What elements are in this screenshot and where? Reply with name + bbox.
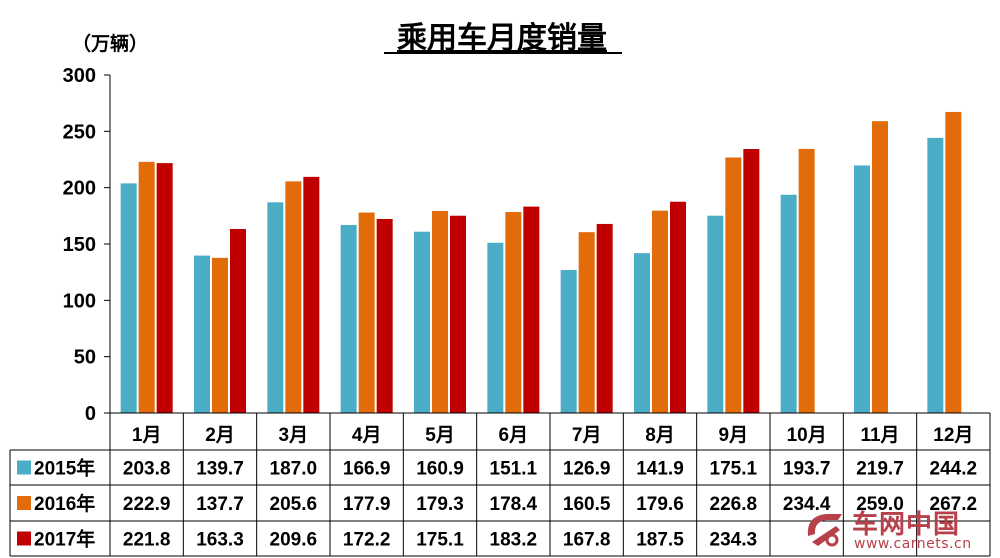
data-label: 160.9 (416, 459, 464, 480)
data-label: 226.8 (710, 494, 758, 515)
bar-2016年-4月 (358, 212, 375, 413)
x-category-label: 3月 (279, 425, 309, 446)
data-label: 167.8 (563, 530, 611, 551)
bar-2015年-3月 (267, 202, 284, 413)
data-label: 219.7 (856, 459, 904, 480)
bar-2015年-2月 (194, 255, 210, 413)
data-label: 179.3 (416, 494, 464, 515)
bar-2015年-1月 (120, 183, 137, 413)
legend-swatch-2016年 (17, 496, 31, 510)
bar-2017年-5月 (450, 215, 466, 413)
bar-2016年-3月 (285, 181, 302, 413)
bar-2017年-8月 (670, 201, 686, 413)
data-label: 244.2 (930, 459, 978, 480)
chart-title: 乘用车月度销量 (397, 21, 607, 55)
y-tick-label: 300 (63, 65, 96, 87)
data-label: 193.7 (783, 459, 831, 480)
x-category-label: 7月 (572, 425, 602, 446)
x-category-label: 1月 (132, 425, 162, 446)
data-label: 172.2 (343, 530, 391, 551)
data-label: 126.9 (563, 459, 611, 480)
bar-2016年-5月 (432, 210, 448, 413)
watermark-url: www.carnets.cn (854, 536, 972, 552)
data-label: 183.2 (490, 530, 538, 551)
data-label: 221.8 (123, 530, 171, 551)
legend-label-2015年: 2015年 (34, 457, 95, 480)
bar-2016年-8月 (652, 210, 668, 413)
bar-2016年-11月 (872, 121, 888, 414)
bar-2017年-2月 (230, 229, 246, 413)
y-tick-label: 150 (63, 234, 96, 256)
y-tick-label: 200 (63, 178, 96, 200)
data-label: 203.8 (123, 459, 171, 480)
x-category-label: 12月 (933, 425, 973, 446)
y-tick-label: 100 (63, 290, 96, 312)
bar-2015年-4月 (340, 224, 357, 413)
bar-2017年-9月 (743, 149, 760, 413)
bar-2016年-7月 (578, 232, 595, 413)
bar-2016年-6月 (505, 212, 522, 413)
bar-2016年-10月 (798, 148, 815, 413)
x-category-label: 6月 (499, 425, 529, 446)
data-label: 139.7 (196, 459, 244, 480)
data-label: 267.2 (930, 494, 978, 515)
data-label: 187.0 (270, 459, 318, 480)
legend-swatch-2015年 (17, 460, 31, 475)
x-category-label: 2月 (205, 425, 235, 446)
bar-2017年-3月 (303, 176, 320, 413)
bar-2015年-10月 (780, 194, 797, 413)
bar-2015年-9月 (707, 215, 724, 413)
bar-2016年-9月 (725, 157, 742, 413)
bar-2016年-2月 (212, 257, 228, 413)
y-unit-label: （万辆） (72, 32, 148, 55)
data-label: 209.6 (270, 530, 318, 551)
data-label: 178.4 (490, 494, 538, 515)
data-label: 259.0 (856, 494, 904, 515)
x-category-label: 9月 (719, 425, 749, 446)
x-category-label: 5月 (425, 425, 455, 446)
data-label: 175.1 (710, 459, 758, 480)
bar-2015年-8月 (634, 253, 650, 413)
data-label: 187.5 (636, 530, 684, 551)
bar-2016年-12月 (945, 111, 962, 414)
y-tick-label: 0 (85, 403, 96, 425)
data-label: 222.9 (123, 494, 171, 515)
data-label: 234.4 (783, 494, 831, 515)
data-label: 179.6 (636, 494, 684, 515)
bar-2015年-6月 (487, 242, 504, 413)
data-label: 160.5 (563, 494, 611, 515)
data-label: 205.6 (270, 494, 318, 515)
bar-2017年-4月 (376, 218, 393, 413)
data-label: 175.1 (416, 530, 464, 551)
data-label: 151.1 (490, 459, 538, 480)
data-label: 137.7 (196, 494, 244, 515)
x-category-label: 10月 (787, 425, 827, 446)
carnets-watermark: 车网中国 www.carnets.cn (802, 502, 992, 554)
y-tick-label: 250 (63, 121, 96, 143)
data-label: 234.3 (710, 530, 758, 551)
data-label: 166.9 (343, 459, 391, 480)
bar-2017年-7月 (596, 223, 613, 413)
bar-2015年-12月 (927, 137, 944, 414)
bar-2016年-1月 (138, 161, 155, 413)
data-label: 141.9 (636, 459, 684, 480)
data-label: 177.9 (343, 494, 391, 515)
y-tick-label: 50 (74, 347, 96, 369)
bar-2015年-7月 (560, 270, 577, 413)
x-category-label: 11月 (860, 425, 899, 446)
x-category-label: 8月 (645, 425, 675, 446)
carnets-logo-icon (807, 514, 842, 547)
bar-2017年-6月 (523, 206, 540, 413)
legend-swatch-2017年 (17, 531, 31, 546)
data-label: 163.3 (196, 530, 244, 551)
bar-2015年-11月 (854, 165, 870, 413)
bar-2017年-1月 (156, 163, 173, 413)
watermark-name: 车网中国 (852, 510, 961, 540)
bar-2015年-5月 (414, 231, 430, 413)
x-category-label: 4月 (352, 425, 382, 446)
legend-label-2016年: 2016年 (34, 492, 95, 515)
legend-label-2017年: 2017年 (34, 528, 95, 551)
